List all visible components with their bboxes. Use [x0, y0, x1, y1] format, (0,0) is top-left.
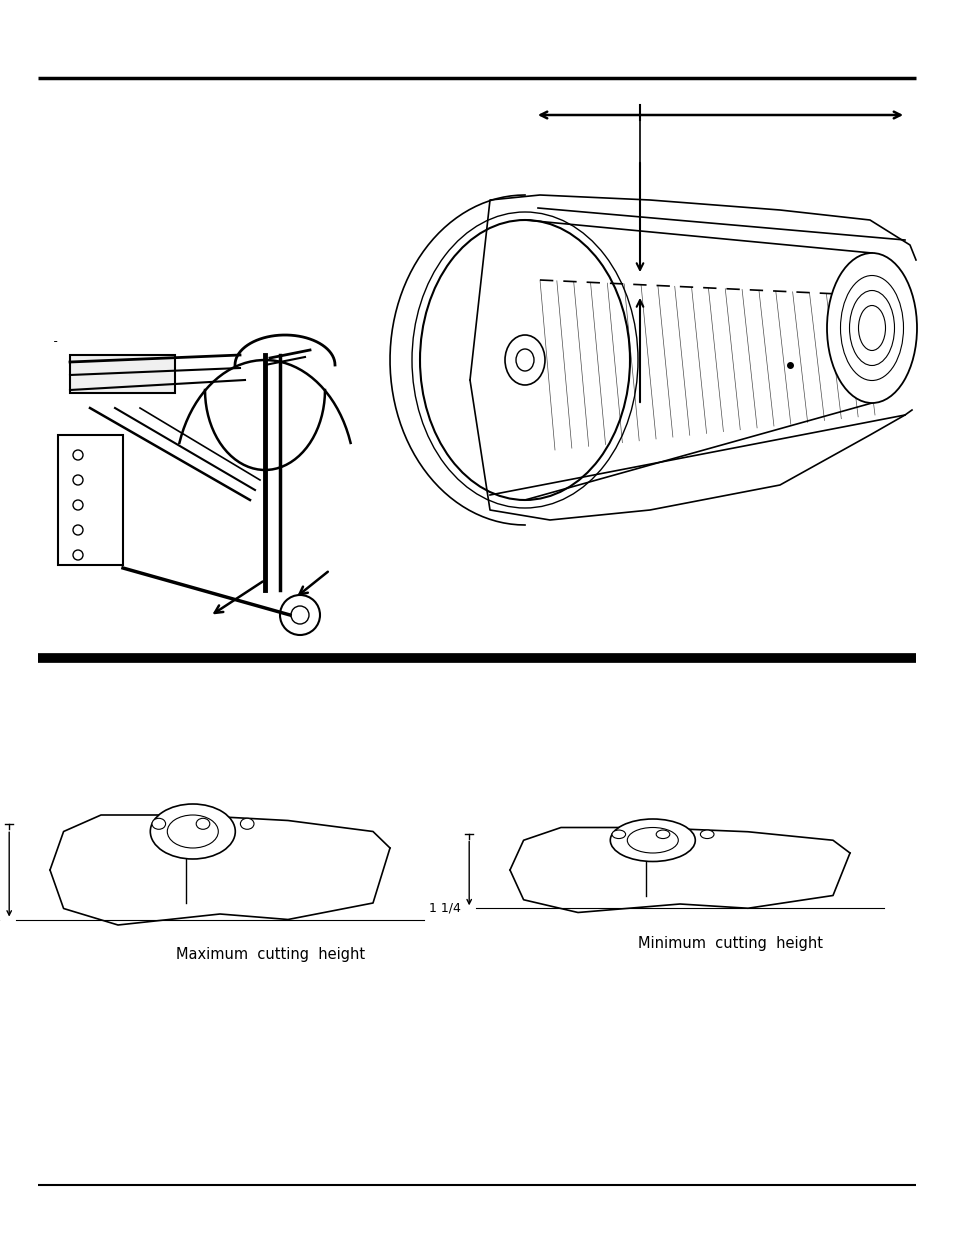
Text: Maximum  cutting  height: Maximum cutting height — [176, 947, 365, 962]
Bar — [70, 354, 174, 393]
Ellipse shape — [280, 595, 319, 635]
Ellipse shape — [504, 335, 544, 385]
Ellipse shape — [151, 804, 235, 860]
Text: 1 1/4: 1 1/4 — [429, 902, 460, 915]
Ellipse shape — [610, 819, 695, 862]
Ellipse shape — [826, 253, 916, 403]
Ellipse shape — [516, 350, 534, 370]
Bar — [58, 435, 123, 564]
Text: 2 3/8: 2 3/8 — [0, 913, 1, 926]
Text: -: - — [52, 335, 59, 348]
Ellipse shape — [152, 819, 166, 829]
Text: Minimum  cutting  height: Minimum cutting height — [638, 936, 822, 951]
Ellipse shape — [196, 819, 210, 829]
Ellipse shape — [700, 830, 713, 839]
Ellipse shape — [656, 830, 669, 839]
Ellipse shape — [240, 819, 253, 829]
Ellipse shape — [612, 830, 625, 839]
